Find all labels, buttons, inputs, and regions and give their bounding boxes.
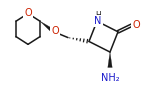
Text: N: N: [94, 16, 102, 26]
Text: O: O: [24, 8, 32, 19]
Text: O: O: [51, 26, 59, 36]
Polygon shape: [108, 52, 112, 67]
Text: H: H: [95, 11, 101, 20]
Polygon shape: [40, 21, 55, 33]
Text: O: O: [132, 20, 140, 30]
Text: NH₂: NH₂: [101, 73, 119, 83]
